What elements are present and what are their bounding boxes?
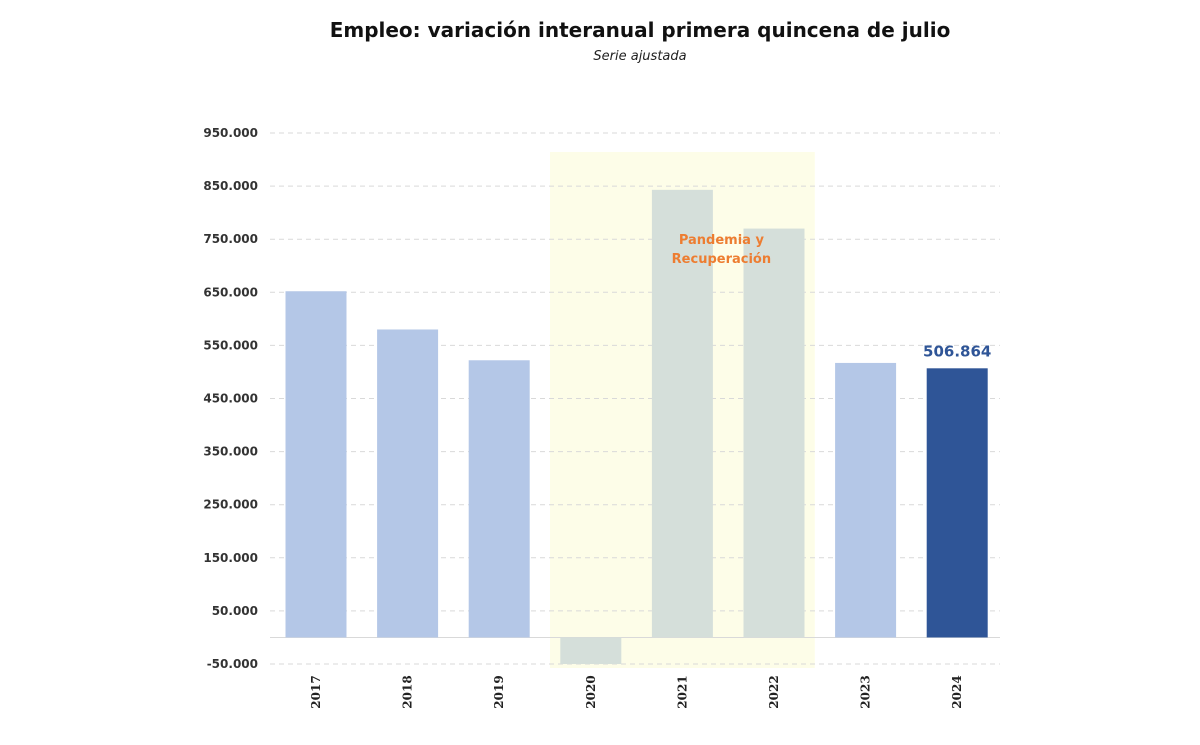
x-tick-label: 2021	[675, 675, 689, 708]
y-tick-label: 650.000	[203, 285, 258, 299]
annotations: Pandemia y Recuperación 506.864	[672, 233, 992, 360]
bar-2024	[926, 368, 988, 638]
x-tick-label: 2019	[492, 675, 506, 708]
bar-2022	[743, 228, 805, 638]
bar-2019	[468, 360, 530, 638]
y-tick-label: 850.000	[203, 179, 258, 193]
x-tick-label: 2018	[401, 675, 415, 708]
shaded-region-label-line1: Pandemia y	[679, 233, 765, 248]
y-tick-label: 450.000	[203, 392, 258, 406]
y-tick-label: 50.000	[212, 604, 258, 618]
x-tick-label: 2022	[767, 675, 781, 708]
chart-subtitle: Serie ajustada	[593, 49, 687, 64]
x-tick-label: 2017	[309, 675, 323, 708]
y-axis-ticks: 950.000 850.000 750.000 650.000 550.000 450.0…	[203, 126, 258, 671]
data-label-2024: 506.864	[923, 342, 991, 360]
y-tick-label: -50.000	[207, 657, 258, 671]
shaded-region-label-line2: Recuperación	[672, 252, 771, 267]
y-tick-label: 750.000	[203, 232, 258, 246]
x-tick-label: 2023	[859, 675, 873, 708]
bar-2021	[651, 189, 713, 638]
x-axis-labels: 2017 2018 2019 2020 2021 2022 2023 2024	[309, 675, 964, 708]
y-tick-label: 150.000	[203, 551, 258, 565]
bars	[285, 189, 988, 664]
bar-2023	[835, 362, 897, 638]
y-tick-label: 550.000	[203, 338, 258, 352]
x-tick-label: 2024	[950, 675, 964, 708]
bar-2020	[560, 637, 622, 664]
y-tick-label: 350.000	[203, 445, 258, 459]
chart-title: Empleo: variación interanual primera qui…	[329, 18, 951, 42]
bar-2018	[377, 329, 439, 638]
y-tick-label: 950.000	[203, 126, 258, 140]
y-tick-label: 250.000	[203, 498, 258, 512]
bar-2017	[285, 291, 347, 638]
x-tick-label: 2020	[584, 675, 598, 708]
